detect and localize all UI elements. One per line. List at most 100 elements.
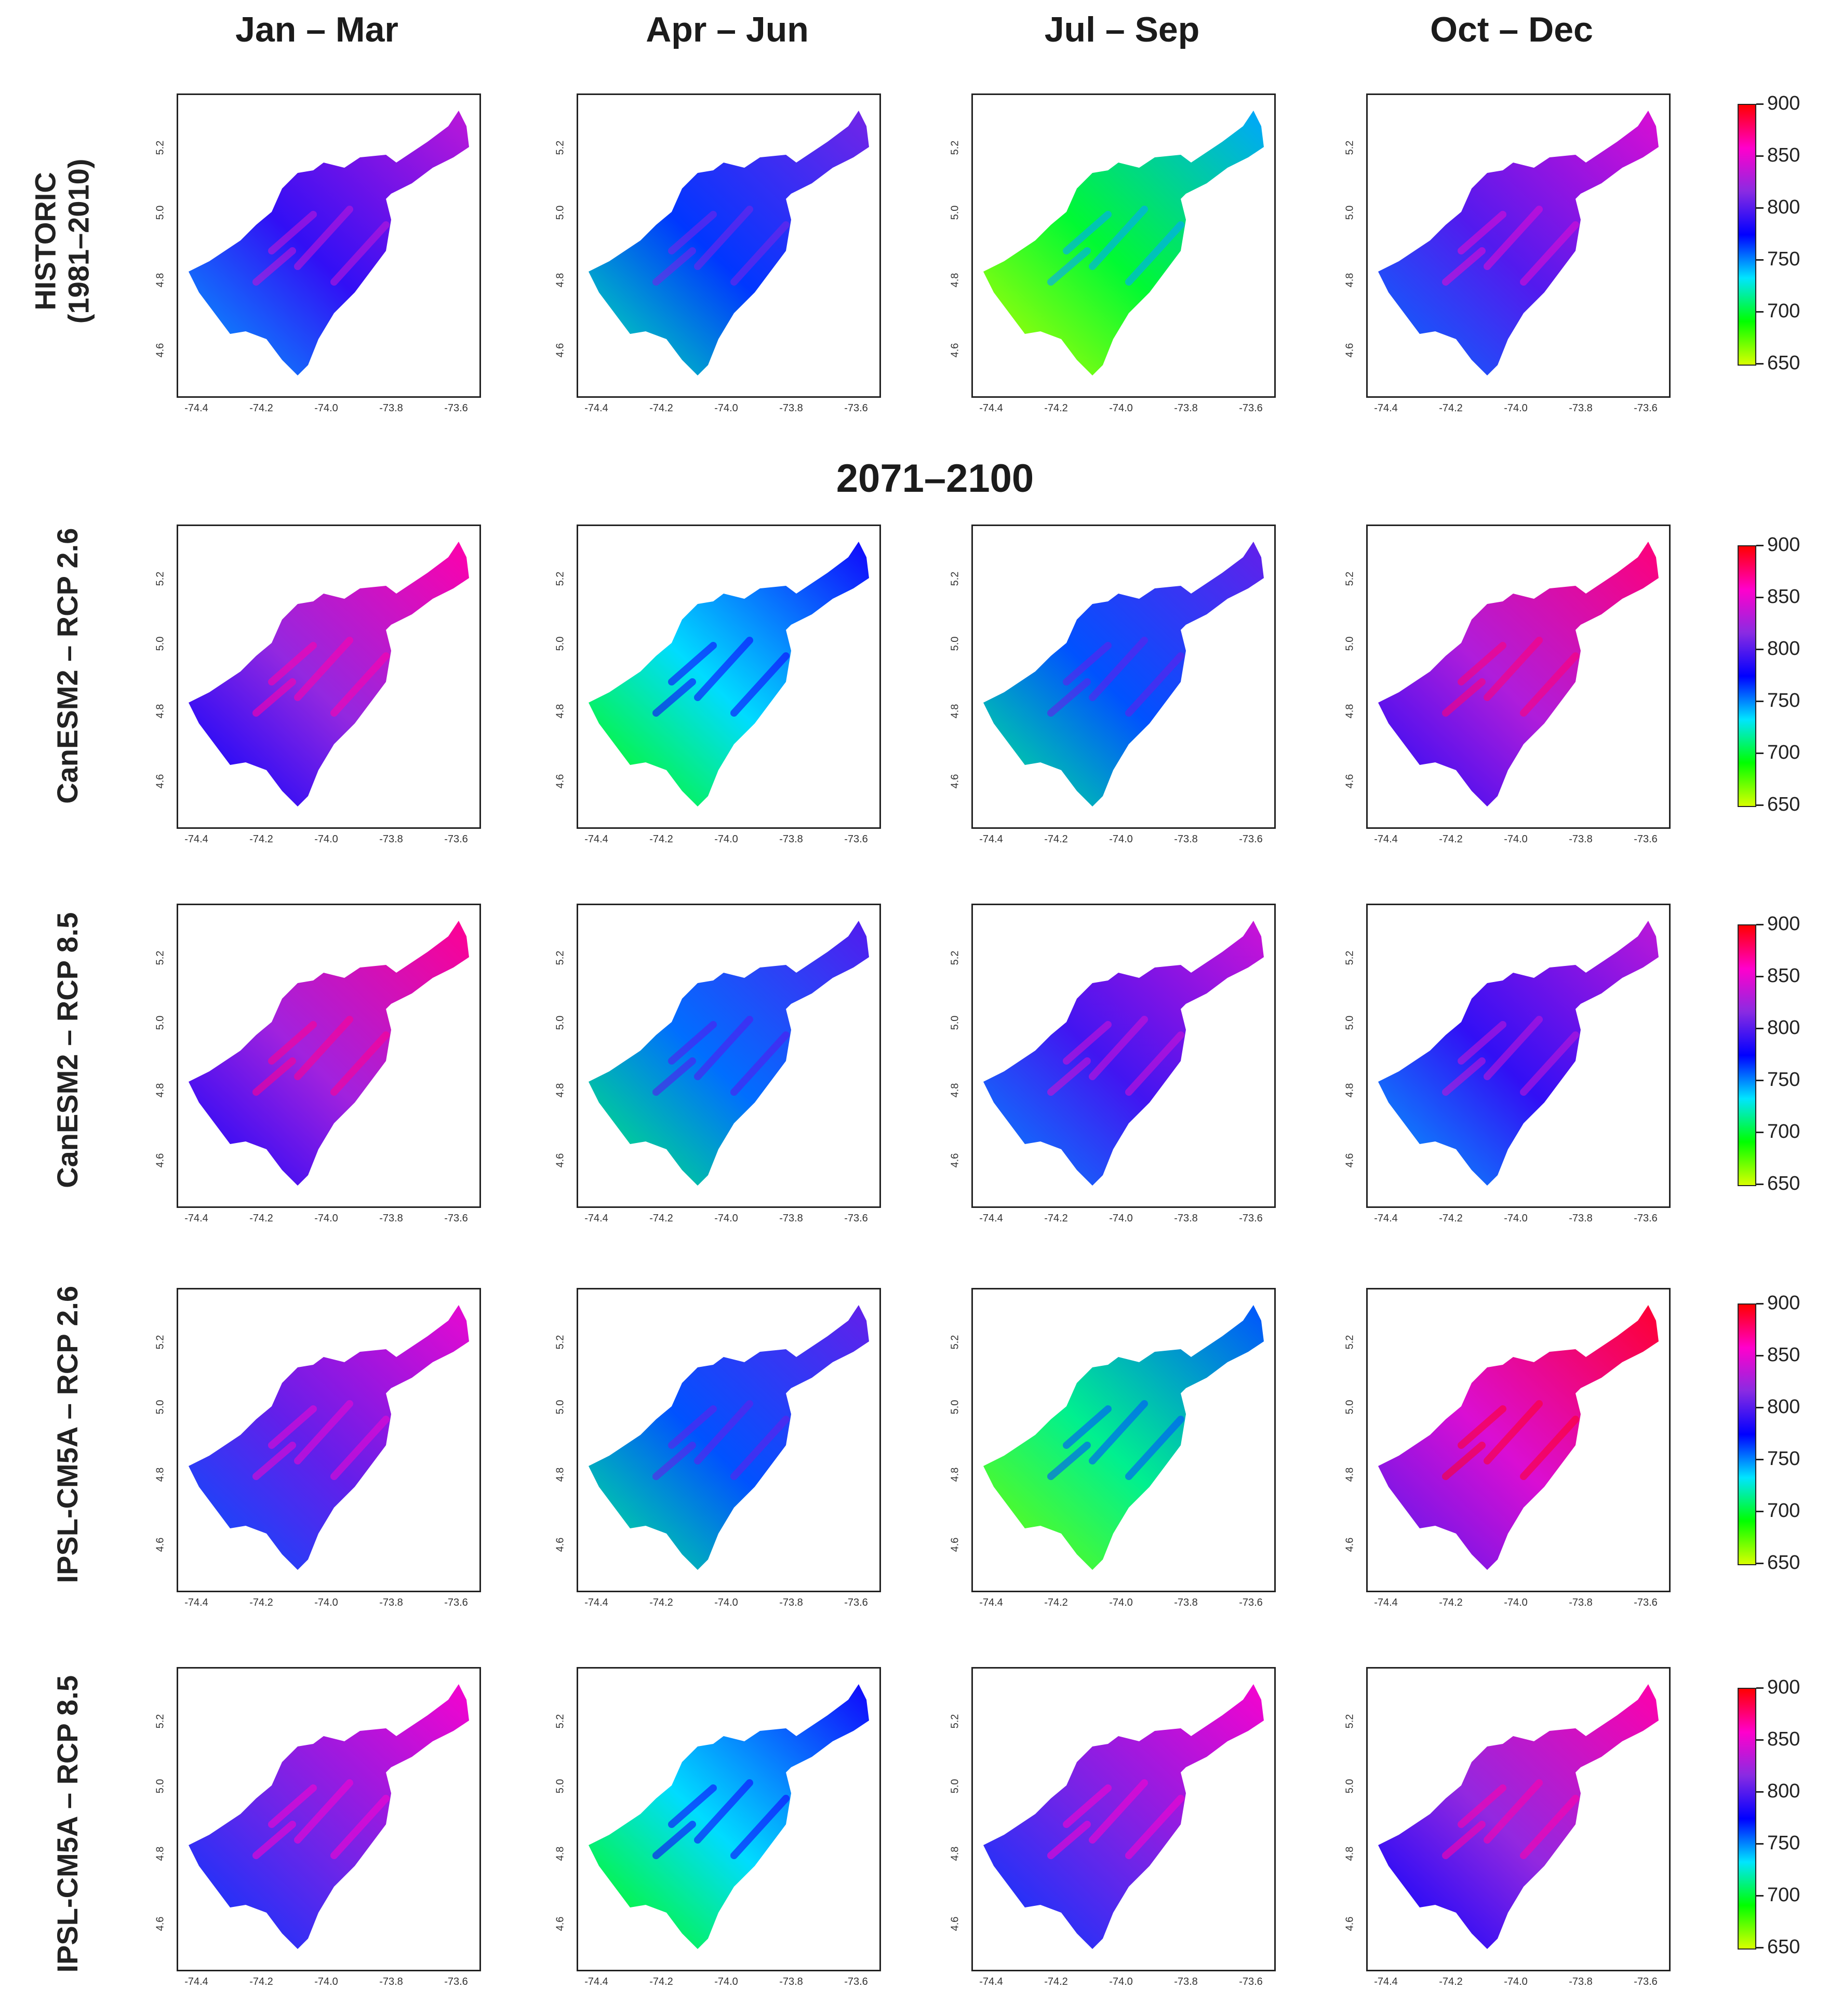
basin-map — [983, 921, 1264, 1186]
x-tick-label: -74.2 — [249, 1597, 273, 1608]
colorbar — [1738, 1303, 1756, 1565]
x-tick-label: -73.8 — [1569, 834, 1593, 845]
x-tick-label: -74.4 — [584, 1597, 608, 1608]
x-tick-label: -73.6 — [1634, 1213, 1658, 1224]
y-tick-label: 4.8 — [554, 1083, 566, 1098]
y-tick-label: 4.8 — [154, 1083, 166, 1098]
x-tick-label: -74.2 — [1044, 834, 1068, 845]
terrain-ridges — [652, 637, 790, 717]
x-tick-label: -74.4 — [1374, 834, 1398, 845]
y-tick-label: 4.8 — [1344, 1083, 1356, 1098]
map-panel: -74.4 -74.2 -74.0 -73.8 -73.6 4.6 4.8 5.0 5.2 — [154, 904, 481, 1224]
y-tick-label: 4.8 — [949, 273, 961, 288]
y-tick-label: 4.8 — [949, 704, 961, 719]
colorbar — [1738, 104, 1756, 366]
map-panel: -74.4 -74.2 -74.0 -73.8 -73.6 4.6 4.8 5.0 5.2 — [1344, 1667, 1671, 1987]
basin-map — [589, 1305, 869, 1570]
x-tick-label: -74.4 — [1374, 1213, 1398, 1224]
colorbar-tick-mark — [1756, 1080, 1764, 1081]
y-tick-label: 5.0 — [554, 205, 566, 220]
y-tick-label: 4.6 — [554, 1537, 566, 1552]
colorbar-tick-label: 750 — [1767, 248, 1800, 270]
x-tick-label: -73.6 — [1634, 1976, 1658, 1987]
basin-shape — [589, 1305, 869, 1570]
terrain-ridges — [1047, 206, 1184, 286]
y-tick-label: 4.6 — [1344, 1153, 1356, 1168]
colorbar-tick-label: 650 — [1767, 1173, 1800, 1194]
x-tick-label: -73.8 — [1569, 1597, 1593, 1608]
basin-map — [983, 1684, 1264, 1949]
x-tick-label: -74.2 — [1044, 1213, 1068, 1224]
colorbar-tick-label: 650 — [1767, 794, 1800, 815]
period-title: 2071–2100 — [836, 456, 1034, 501]
x-tick-label: -74.4 — [184, 1597, 208, 1608]
map-panel: -74.4 -74.2 -74.0 -73.8 -73.6 4.6 4.8 5.0 5.2 — [154, 1667, 481, 1987]
x-tick-label: -73.6 — [1239, 1976, 1263, 1987]
colorbar-tick-label: 850 — [1767, 144, 1800, 166]
x-tick-label: -73.8 — [1569, 1213, 1593, 1224]
map-panel: -74.4 -74.2 -74.0 -73.8 -73.6 4.6 4.8 5.0 5.2 — [949, 1288, 1276, 1608]
colorbar-tick-label: 800 — [1767, 638, 1800, 660]
y-tick-label: 5.2 — [554, 950, 566, 965]
basin-shape — [983, 921, 1264, 1186]
y-tick-label: 5.0 — [154, 1400, 166, 1415]
x-tick-label: -74.0 — [1504, 1213, 1528, 1224]
map-panel: -74.4 -74.2 -74.0 -73.8 -73.6 4.6 4.8 5.0 5.2 — [949, 525, 1276, 845]
x-tick-label: -74.0 — [1504, 834, 1528, 845]
basin-shape — [189, 921, 469, 1186]
x-tick-label: -74.2 — [1439, 834, 1463, 845]
y-tick-label: 5.2 — [949, 140, 961, 155]
x-tick-label: -74.0 — [1504, 402, 1528, 414]
x-tick-label: -73.8 — [779, 1213, 803, 1224]
colorbar-tick-mark — [1756, 207, 1764, 209]
colorbar-tick-mark — [1756, 1563, 1764, 1564]
colorbar-tick-label: 900 — [1767, 1676, 1800, 1698]
y-tick-label: 5.2 — [554, 571, 566, 586]
basin-map — [1378, 1684, 1659, 1949]
colorbar — [1738, 924, 1756, 1186]
colorbar-tick-mark — [1756, 1791, 1764, 1793]
row-label-canesm2-rcp26: CanESM2 – RCP 2.6 — [50, 528, 84, 804]
colorbar-tick-mark — [1756, 1739, 1764, 1741]
x-tick-label: -73.8 — [379, 834, 403, 845]
x-tick-label: -74.4 — [584, 402, 608, 414]
x-tick-label: -74.2 — [649, 834, 673, 845]
basin-shape — [589, 921, 869, 1186]
y-tick-label: 5.0 — [949, 1015, 961, 1030]
basin-map — [1378, 111, 1659, 375]
row-label-line1: HISTORIC — [29, 172, 62, 311]
colorbar-tick-label: 650 — [1767, 1936, 1800, 1958]
colorbar-tick-mark — [1756, 1132, 1764, 1133]
colorbar-tick-label: 750 — [1767, 1069, 1800, 1091]
x-tick-label: -74.2 — [649, 1597, 673, 1608]
y-tick-label: 4.8 — [554, 1467, 566, 1482]
colorbar-tick-label: 700 — [1767, 1121, 1800, 1143]
basin-shape — [983, 111, 1264, 375]
colorbar-tick-label: 650 — [1767, 352, 1800, 374]
basin-shape — [1378, 111, 1659, 375]
colorbar-tick-label: 800 — [1767, 1017, 1800, 1039]
terrain-ridges — [652, 1016, 790, 1096]
y-tick-label: 5.2 — [154, 140, 166, 155]
map-panel: -74.4 -74.2 -74.0 -73.8 -73.6 4.6 4.8 5.0 5.2 — [1344, 904, 1671, 1224]
column-title-jan-mar: Jan – Mar — [235, 10, 398, 49]
basin-map — [983, 542, 1264, 807]
colorbar-tick-mark — [1756, 1687, 1764, 1689]
y-tick-label: 5.2 — [1344, 950, 1356, 965]
map-panel: -74.4 -74.2 -74.0 -73.8 -73.6 4.6 4.8 5.0 5.2 — [949, 904, 1276, 1224]
terrain-ridges — [252, 637, 390, 717]
colorbar-tick-mark — [1756, 311, 1764, 313]
colorbar-tick-label: 750 — [1767, 1448, 1800, 1470]
y-tick-label: 4.6 — [1344, 1537, 1356, 1552]
y-tick-label: 5.0 — [154, 1779, 166, 1794]
x-tick-label: -73.8 — [379, 1213, 403, 1224]
y-tick-label: 4.6 — [949, 1916, 961, 1931]
x-tick-label: -74.0 — [1109, 1976, 1133, 1987]
terrain-ridges — [1442, 1779, 1579, 1859]
y-tick-label: 4.6 — [949, 774, 961, 789]
y-tick-label: 4.6 — [1344, 774, 1356, 789]
basin-map — [589, 111, 869, 375]
terrain-ridges — [252, 1016, 390, 1096]
basin-map — [189, 542, 469, 807]
y-tick-label: 5.0 — [949, 636, 961, 651]
